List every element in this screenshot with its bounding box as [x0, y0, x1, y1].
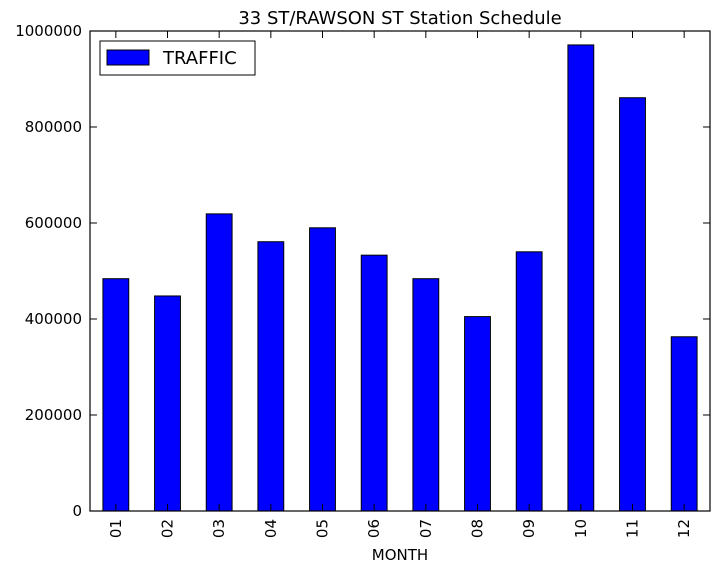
y-axis: 0 200000 400000 600000 800000 1000000: [15, 22, 710, 520]
x-tick-label-09: 09: [520, 519, 538, 538]
bar-06: [360, 254, 388, 512]
chart-title: 33 ST/RAWSON ST Station Schedule: [238, 8, 561, 29]
bar-03: [205, 213, 233, 512]
bar-08: [464, 316, 491, 512]
bars-group: [102, 44, 698, 512]
y-tick-label: 800000: [25, 118, 82, 136]
x-tick-label-02: 02: [159, 519, 177, 538]
x-tick-label-08: 08: [469, 519, 487, 538]
bar-12: [670, 336, 698, 512]
x-tick-label-11: 11: [624, 519, 642, 538]
x-tick-label-07: 07: [417, 519, 435, 538]
x-tick-label-04: 04: [262, 519, 280, 538]
y-tick-label: 0: [72, 502, 82, 520]
y-tick-label: 400000: [25, 310, 82, 328]
bar-04: [257, 241, 285, 512]
x-axis-label: MONTH: [372, 546, 428, 564]
x-tick-label-03: 03: [210, 519, 228, 538]
x-tick-label-05: 05: [314, 519, 332, 538]
bar-05: [309, 227, 336, 512]
bar-11: [619, 97, 646, 512]
bar-07: [412, 278, 440, 512]
y-tick-label: 1000000: [15, 22, 82, 40]
x-axis: 01 02 03 04 05 06 07 08 09 10 11 12: [107, 31, 693, 538]
x-tick-label-06: 06: [365, 519, 383, 538]
x-tick-label-12: 12: [675, 519, 693, 538]
x-tick-label-01: 01: [107, 519, 125, 538]
x-tick-label-10: 10: [572, 519, 590, 538]
legend-swatch-traffic: [106, 49, 150, 66]
bar-01: [102, 278, 130, 512]
bar-10: [567, 44, 595, 512]
legend: TRAFFIC: [99, 40, 256, 76]
y-tick-label: 600000: [25, 214, 82, 232]
legend-label-traffic: TRAFFIC: [162, 48, 237, 69]
bar-02: [154, 295, 181, 512]
plot-frame: [89, 30, 711, 512]
y-tick-label: 200000: [25, 406, 82, 424]
bar-09: [515, 251, 543, 512]
